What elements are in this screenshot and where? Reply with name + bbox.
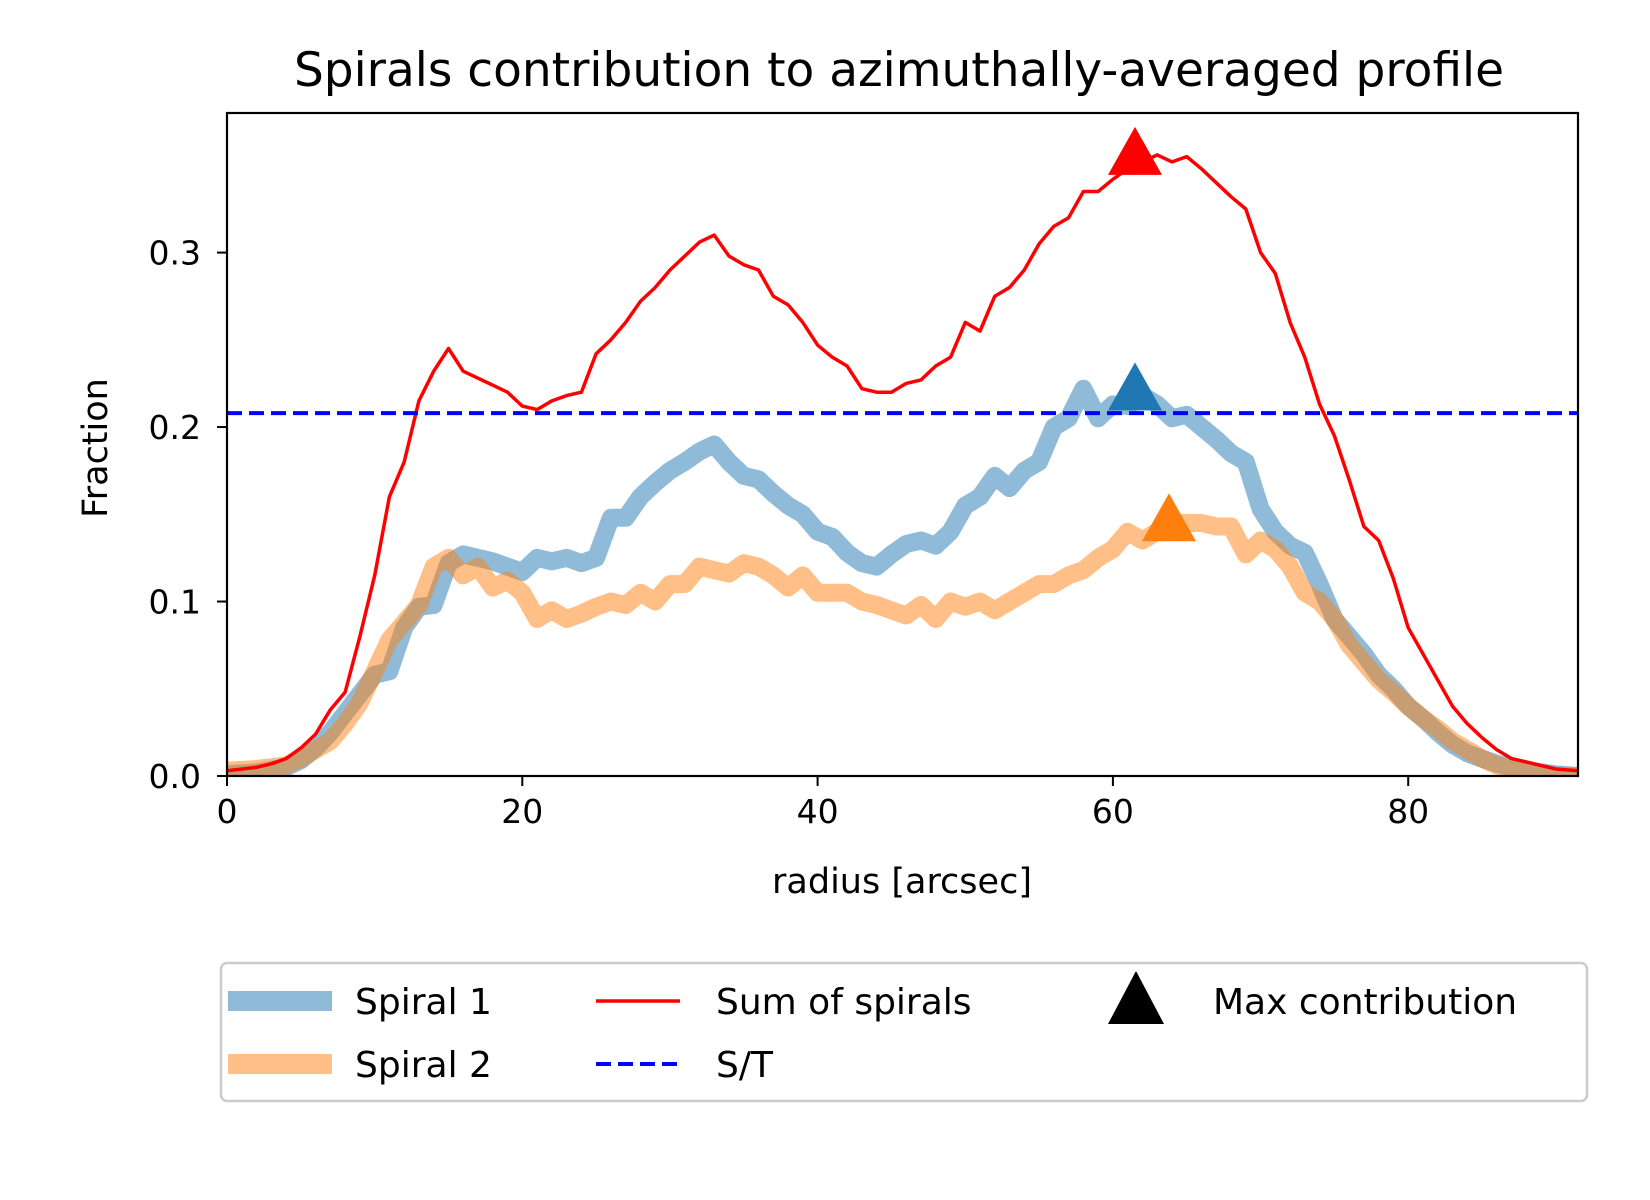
y-tick-label: 0.1 (149, 583, 201, 622)
legend-item-s-t: S/T (596, 1045, 774, 1086)
x-tick-label: 20 (501, 792, 543, 831)
x-tick-label: 0 (217, 792, 238, 831)
x-tick-label: 80 (1387, 792, 1429, 831)
legend-handle-triangle-icon (1108, 971, 1164, 1024)
legend-box (219, 961, 1589, 1103)
legend-item-sum-of-spirals: Sum of spirals (596, 982, 972, 1023)
legend-label: Sum of spirals (716, 982, 972, 1023)
legend-label: S/T (716, 1045, 774, 1086)
x-tick-label: 40 (797, 792, 839, 831)
legend: Spiral 1 Spiral 2 Sum of spirals S/T Max con… (219, 961, 1589, 1103)
legend-item-spiral-2: Spiral 2 (228, 1045, 492, 1086)
legend-label: Spiral 1 (355, 982, 492, 1023)
y-axis-label: Fraction (76, 378, 116, 518)
legend-item-spiral-1: Spiral 1 (228, 982, 492, 1023)
y-tick-label: 0.3 (149, 234, 201, 273)
legend-label: Max contribution (1213, 982, 1517, 1023)
axes-frame (225, 111, 1580, 778)
x-axis-label: radius [arcsec] (772, 862, 1032, 902)
plot-area (227, 126, 1578, 776)
spiral-2-max-marker (1142, 493, 1196, 542)
y-tick-label: 0.0 (149, 757, 201, 796)
chart-title: Spirals contribution to azimuthally-aver… (294, 43, 1504, 98)
legend-item-max-contribution: Max contribution (1108, 971, 1517, 1024)
axis-ticks: 0 20 40 60 80 0.0 0.1 0.2 0.3 (149, 234, 1430, 831)
legend-label: Spiral 2 (355, 1045, 492, 1086)
y-tick-label: 0.2 (149, 408, 201, 447)
x-tick-label: 60 (1092, 792, 1134, 831)
sum-of-spirals-line (227, 153, 1578, 773)
spiral-2-line (227, 514, 1578, 776)
spiral-1-max-marker (1108, 362, 1162, 411)
sum-of-spirals-max-marker (1108, 126, 1162, 175)
